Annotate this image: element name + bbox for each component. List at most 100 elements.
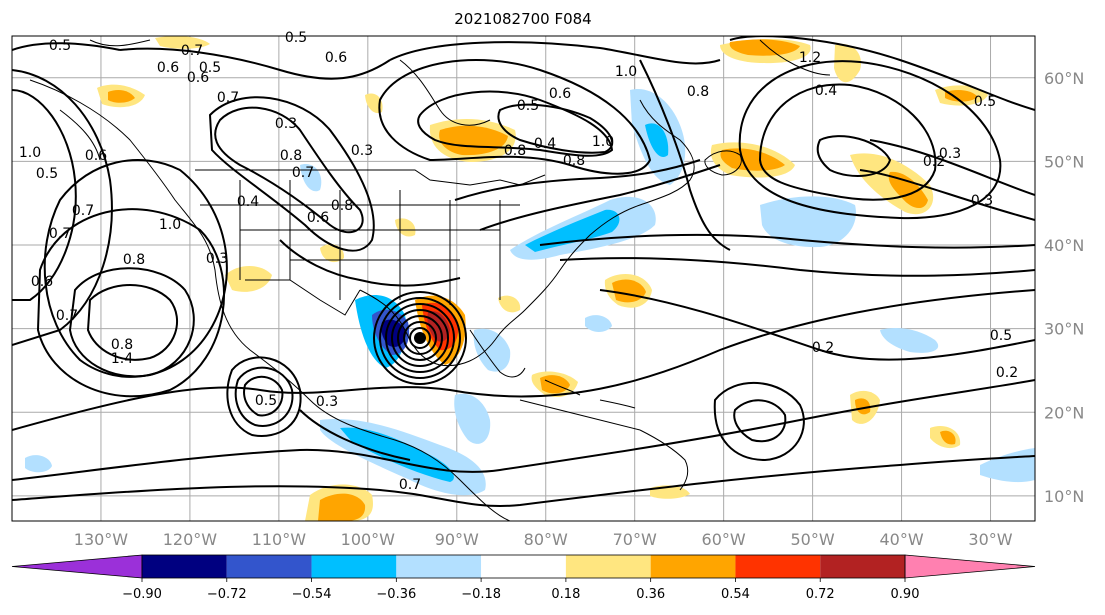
contour <box>119 47 391 80</box>
map-frame <box>11 35 1036 522</box>
coastline <box>759 39 831 76</box>
contour <box>713 381 805 462</box>
contour-label: 0.7 <box>56 308 78 324</box>
colorbar-extend-max <box>904 554 1036 579</box>
country-border <box>245 279 361 316</box>
latitude-tick-label: 10°N <box>1044 487 1084 506</box>
colorbar-bin <box>396 555 482 578</box>
contour-label: 0.5 <box>517 98 539 114</box>
contour <box>417 90 614 157</box>
anomaly-negative-light <box>300 164 322 192</box>
colorbar-bin <box>226 555 312 578</box>
anomaly-negative-light <box>473 328 511 372</box>
contour <box>226 356 302 437</box>
anomaly-negative-light <box>880 328 939 353</box>
anomaly-positive-medium <box>888 171 928 209</box>
latitude-tick-label: 40°N <box>1044 236 1084 255</box>
contour <box>243 375 284 417</box>
state-border <box>200 204 520 261</box>
contour-label: 0.6 <box>157 60 179 76</box>
colorbar-bin <box>650 555 736 578</box>
anomaly-positive-medium <box>108 90 135 103</box>
contour-label: 0.6 <box>187 70 209 86</box>
contour-label: 0.6 <box>549 86 571 102</box>
contour <box>299 409 411 461</box>
colorbar-bin <box>311 555 397 578</box>
contour-label: 0.5 <box>255 393 277 409</box>
colorbar-tick-label: −0.90 <box>122 587 162 602</box>
contour-label: 0.8 <box>563 153 585 169</box>
contour-label: 0.6 <box>307 210 329 226</box>
longitude-tick-label: 40°W <box>879 530 923 549</box>
contour-label: 0.8 <box>123 252 145 268</box>
contour <box>279 239 461 287</box>
longitude-tick-label: 50°W <box>791 530 835 549</box>
colorbar-bin <box>142 555 227 578</box>
anomaly-positive-medium <box>720 148 785 171</box>
colorbar-tick-label: −0.72 <box>207 587 247 602</box>
longitude-tick-label: 110°W <box>252 530 307 549</box>
coastlines <box>29 39 831 521</box>
contour-label: 0.3 <box>939 146 961 162</box>
contour-label: 0.2 <box>923 154 945 170</box>
contour-label: 1.0 <box>19 145 41 161</box>
contour <box>234 366 294 427</box>
contour <box>479 164 721 231</box>
colorbar-tick-label: 0.36 <box>636 587 665 602</box>
anomaly-positive-medium <box>855 398 871 415</box>
hurricane-center <box>414 332 426 344</box>
longitude-tick-label: 30°W <box>968 530 1012 549</box>
contour <box>12 455 1035 507</box>
anomaly-positive-medium <box>729 39 800 56</box>
contour <box>12 89 77 301</box>
map-background <box>12 36 1035 521</box>
contour-label: 1.0 <box>615 64 637 80</box>
contour <box>12 379 1035 481</box>
contour <box>378 59 652 175</box>
contour <box>409 327 431 349</box>
coastline <box>399 59 491 126</box>
contour <box>559 257 1035 277</box>
contour-label: 0.7 <box>72 203 94 219</box>
longitude-tick-label: 130°W <box>74 530 129 549</box>
longitude-tick-label: 120°W <box>163 530 218 549</box>
longitude-tick-label: 60°W <box>702 530 746 549</box>
contour-label: 0.6 <box>85 148 107 164</box>
contour-label: 1.2 <box>799 50 821 66</box>
contour-label: 0.5 <box>36 166 58 182</box>
coastline <box>469 329 526 378</box>
contour <box>68 267 195 378</box>
anomaly-negative-medium <box>525 209 620 252</box>
colorbar-outline <box>141 554 906 579</box>
colorbar-tick-label: 0.72 <box>806 587 835 602</box>
contour-label: 0.3 <box>971 193 993 209</box>
coastline <box>59 109 101 161</box>
colorbar-extend-min <box>11 554 143 579</box>
contour <box>208 96 375 252</box>
contour-label: 0.6 <box>31 274 53 290</box>
contour <box>373 291 467 385</box>
colorbar-tick-label: 0.90 <box>891 587 920 602</box>
anomaly-negative-light <box>454 393 491 444</box>
longitude-tick-label: 100°W <box>341 530 396 549</box>
contour <box>12 289 1035 431</box>
coastline <box>29 79 511 521</box>
latitude-tick-label: 30°N <box>1044 320 1084 339</box>
anomaly-negative-light <box>760 196 856 248</box>
coastline <box>639 429 689 491</box>
contour-label: 1.0 <box>592 134 614 150</box>
colorbar-tick-label: 0.54 <box>721 587 750 602</box>
latitude-tick-label: 20°N <box>1044 403 1084 422</box>
latitude-labels: 10°N 20°N 30°N 40°N 50°N 60°N <box>1044 69 1084 506</box>
contour <box>497 103 614 154</box>
colorbar-tick-label: −0.54 <box>292 587 332 602</box>
contour <box>639 59 731 251</box>
contour-label: 0.5 <box>974 94 996 110</box>
colorbar-tick-label: −0.36 <box>376 587 416 602</box>
contour-label: 0.3 <box>206 251 228 267</box>
longitude-labels: 130°W 120°W 110°W 100°W 90°W 80°W 70°W 60°W 50°W… <box>74 530 1013 549</box>
contour-label: 0.5 <box>49 38 71 54</box>
anomaly-positive-light <box>225 265 272 292</box>
map-title: 2021082700 F084 <box>454 10 591 28</box>
contour-label: 0.7 <box>181 43 203 59</box>
